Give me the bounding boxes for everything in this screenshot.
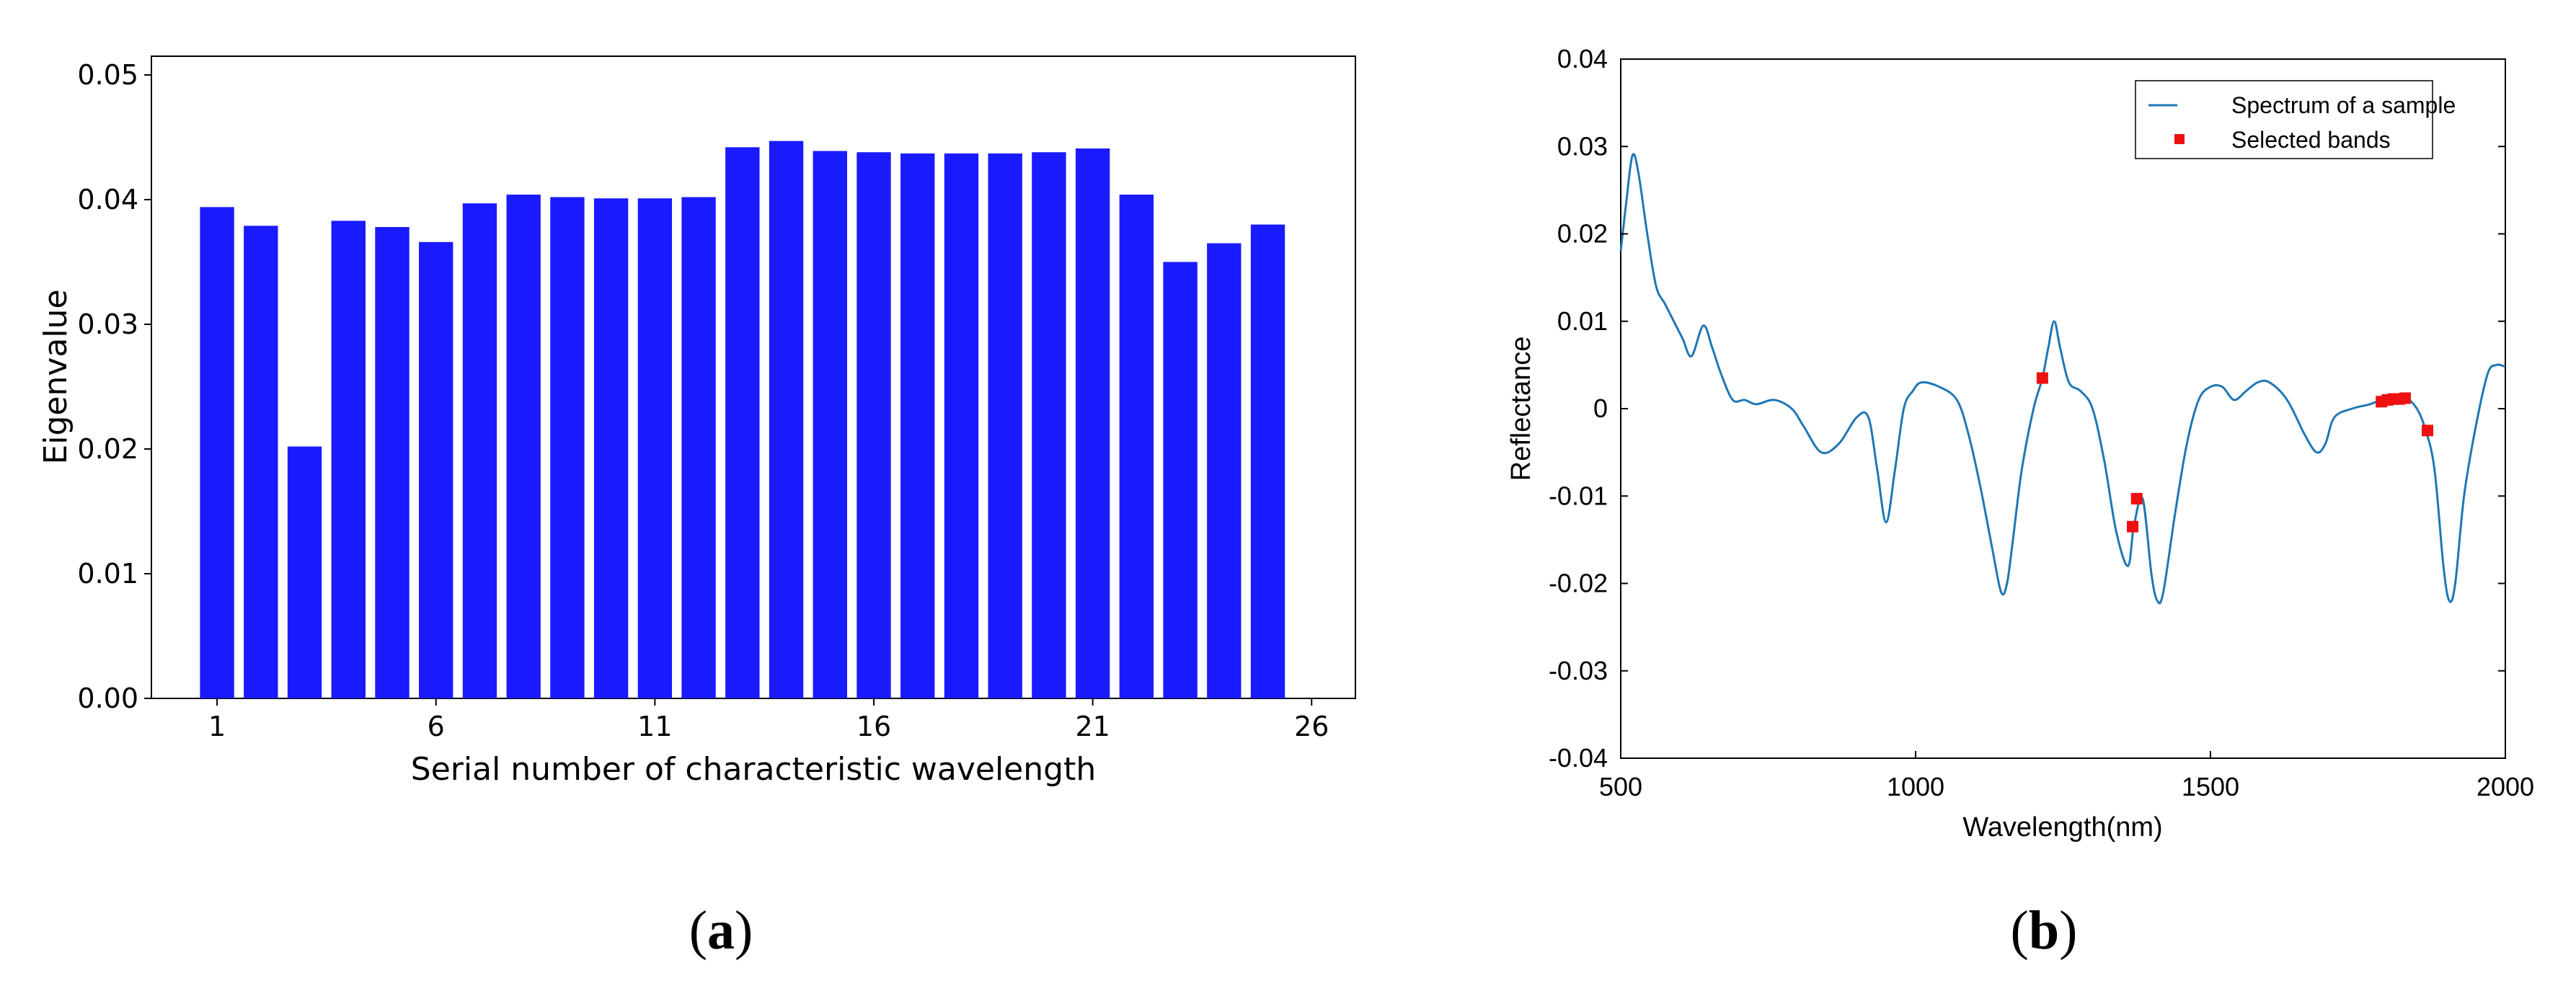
x-tick-label: 1	[208, 711, 226, 742]
panel-a-bars	[200, 141, 1285, 699]
bar-15	[813, 151, 847, 699]
y-tick-label: 0.00	[77, 683, 138, 714]
panel-b-line-chart: 500 1000 1500 2000 -0.04 -0.03 -0.02 -0.01 0 0.0…	[1506, 44, 2534, 843]
bar-10	[593, 198, 629, 698]
y-tick-label: 0.01	[77, 558, 138, 590]
bar-25	[1250, 224, 1285, 698]
bar-5	[375, 227, 410, 698]
selected-band-point	[2399, 392, 2411, 404]
bar-6	[419, 241, 453, 699]
panel-b-y-ticks: -0.04 -0.03 -0.02 -0.01 0 0.01 0.02 0.03 0.04	[1549, 44, 2505, 773]
selected-band-point	[2127, 520, 2139, 533]
bar-8	[506, 195, 541, 698]
bar-13	[725, 147, 760, 698]
y-tick-label: -0.02	[1549, 569, 1608, 598]
bar-23	[1163, 262, 1198, 698]
panel-b-x-ticks: 500 1000 1500 2000	[1599, 751, 2534, 801]
bar-24	[1207, 243, 1241, 699]
y-tick-label: 0	[1593, 394, 1608, 423]
bar-3	[287, 446, 322, 698]
selected-band-point	[2036, 372, 2048, 384]
panel-b-y-axis-title: Reflectance	[1506, 337, 1536, 481]
x-tick-label: 21	[1075, 711, 1110, 742]
bar-4	[331, 221, 366, 698]
bar-1	[200, 207, 234, 698]
x-tick-label: 2000	[2477, 772, 2534, 801]
y-tick-label: -0.04	[1549, 743, 1608, 773]
legend-marker-swatch	[2174, 134, 2185, 144]
bar-9	[550, 197, 585, 698]
legend-label-selected-bands: Selected bands	[2231, 127, 2391, 153]
panel-b-spectrum-line	[1619, 153, 2506, 605]
panel-b-plot-frame	[1620, 58, 2506, 759]
bar-7	[462, 203, 497, 698]
y-tick-label: -0.03	[1549, 656, 1608, 685]
panel-a-y-axis-title: Eigenvalue	[37, 289, 74, 464]
bar-18	[944, 153, 979, 698]
bar-11	[637, 198, 673, 698]
panel-b-selected-bands	[2036, 372, 2434, 533]
y-tick-label: 0.03	[1557, 131, 1608, 161]
y-tick-label: 0.01	[1557, 306, 1608, 336]
x-tick-label: 16	[857, 711, 891, 742]
x-tick-label: 11	[637, 711, 672, 742]
legend-label-spectrum: Spectrum of a sample	[2231, 92, 2456, 118]
x-tick-label: 6	[428, 711, 445, 742]
bar-17	[900, 153, 935, 698]
panel-b-legend: Spectrum of a sample Selected bands	[2135, 80, 2456, 159]
y-tick-label: 0.03	[77, 308, 138, 340]
x-tick-label: 500	[1599, 772, 1642, 801]
y-tick-label: -0.01	[1549, 481, 1608, 510]
y-tick-label: 0.02	[77, 433, 138, 465]
panel-a-bar-chart: 1 6 11 16 21 26 0.000.010.020.030.040.05 Seri…	[37, 55, 1356, 788]
x-tick-label: 26	[1294, 711, 1329, 742]
bar-22	[1119, 195, 1154, 698]
panel-a-x-axis-title: Serial number of characteristic waveleng…	[411, 751, 1096, 788]
bar-16	[857, 152, 891, 698]
panel-a-x-ticks: 1 6 11 16 21 26	[208, 698, 1329, 742]
bar-2	[244, 226, 278, 698]
y-tick-label: 0.02	[1557, 219, 1608, 249]
legend-box	[2135, 80, 2433, 159]
y-tick-label: 0.04	[77, 184, 138, 215]
y-tick-label: 0.04	[1557, 44, 1608, 74]
panel-b-x-axis-title: Wavelength(nm)	[1962, 812, 2162, 843]
panel-a-y-ticks: 0.00 0.01 0.02 0.03 0.04 0.05	[77, 59, 151, 714]
bar-12	[681, 197, 716, 698]
x-tick-label: 1000	[1887, 772, 1944, 801]
bar-14	[769, 141, 804, 698]
selected-band-point	[2422, 425, 2434, 437]
panel-label-a: (a)	[689, 900, 753, 961]
bar-19	[988, 153, 1022, 698]
x-tick-label: 1500	[2182, 772, 2239, 801]
selected-band-point	[2130, 492, 2143, 505]
bar-21	[1075, 148, 1110, 698]
panel-label-b: (b)	[2011, 900, 2078, 961]
bar-20	[1032, 152, 1066, 698]
y-tick-label: 0.05	[77, 59, 138, 91]
